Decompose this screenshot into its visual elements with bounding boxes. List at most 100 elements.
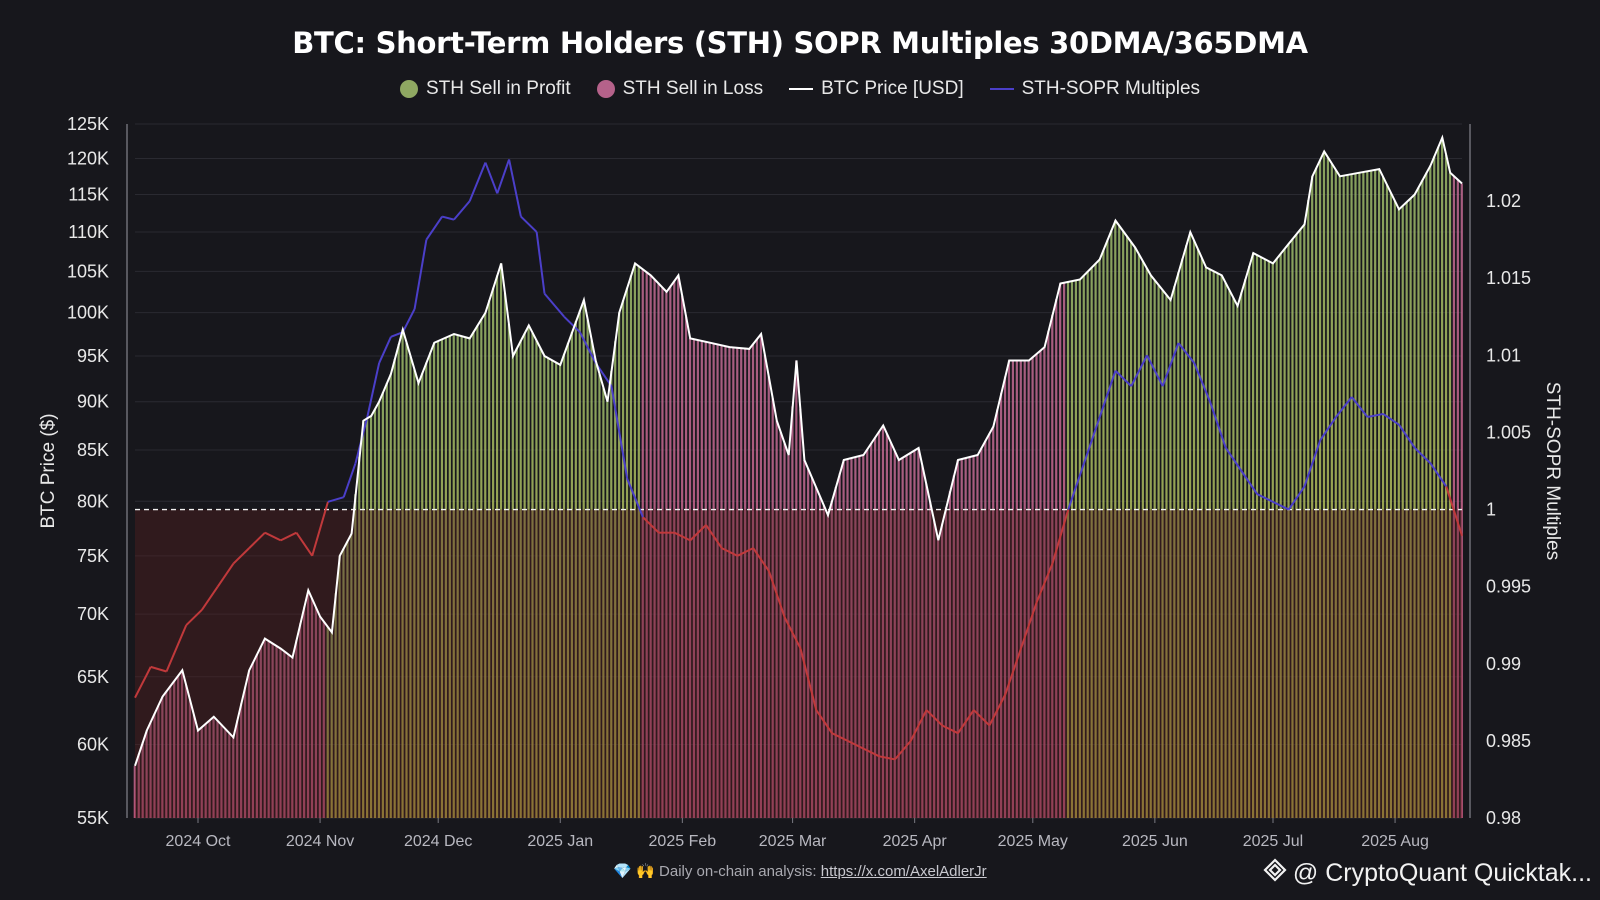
left-tick-label: 70K xyxy=(77,604,109,624)
legend-item-price[interactable]: BTC Price [USD] xyxy=(789,78,964,100)
price-bar xyxy=(385,383,388,818)
price-bar xyxy=(1441,137,1444,819)
price-bar xyxy=(1318,159,1322,818)
legend-item-sopr[interactable]: STH-SOPR Multiples xyxy=(989,78,1201,100)
price-bar xyxy=(1059,283,1062,818)
sopr-line-segment xyxy=(689,524,707,542)
price-bar xyxy=(870,443,873,818)
sopr-line-segment xyxy=(401,308,416,333)
price-bar xyxy=(1035,353,1038,818)
price-bar xyxy=(779,431,782,818)
sopr-line-segment xyxy=(1020,601,1038,649)
x-tick-label: 2024 Nov xyxy=(286,833,355,850)
price-bar xyxy=(1141,261,1144,819)
left-axis-title: BTC Price ($) xyxy=(38,413,59,528)
price-bar xyxy=(1090,267,1093,818)
price-bar xyxy=(862,454,865,818)
price-bar xyxy=(362,420,365,818)
price-bar xyxy=(153,713,156,818)
sopr-line-segment xyxy=(232,547,250,565)
price-bar xyxy=(645,272,648,818)
price-bar xyxy=(208,720,211,818)
right-tick-label: 1.005 xyxy=(1486,422,1531,442)
sopr-line-segment xyxy=(264,531,282,542)
price-bar xyxy=(578,310,581,818)
price-bar xyxy=(956,460,959,818)
price-bar xyxy=(240,703,243,818)
price-bar xyxy=(236,720,239,818)
price-bar xyxy=(1125,236,1129,818)
price-bar xyxy=(555,362,558,818)
price-bar xyxy=(602,387,605,818)
price-bar xyxy=(621,300,625,818)
price-bar xyxy=(759,334,762,818)
left-tick-label: 85K xyxy=(77,440,109,460)
price-bar xyxy=(1334,170,1337,819)
price-bar xyxy=(598,373,601,818)
price-bar xyxy=(913,450,916,818)
legend-item-loss[interactable]: STH Sell in Loss xyxy=(596,78,763,100)
price-bar xyxy=(1188,232,1192,818)
price-bar xyxy=(177,675,180,818)
left-tick-label: 110K xyxy=(68,222,109,242)
price-bar xyxy=(893,451,896,818)
price-bar xyxy=(1358,172,1361,819)
price-bar xyxy=(747,348,751,818)
price-bar xyxy=(1110,230,1113,818)
price-bar xyxy=(1039,350,1042,818)
price-bar xyxy=(1433,156,1436,818)
price-bar xyxy=(503,293,507,818)
sopr-line-segment xyxy=(342,462,357,498)
left-tick-label: 65K xyxy=(77,667,109,687)
x-tick-label: 2024 Oct xyxy=(166,833,231,850)
price-bar xyxy=(436,340,440,818)
price-bar xyxy=(1082,275,1085,818)
price-bar xyxy=(259,646,262,818)
price-bar xyxy=(1389,193,1393,818)
sopr-line-segment xyxy=(737,547,754,557)
x-tick-label: 2025 Aug xyxy=(1361,833,1429,850)
sopr-line-segment xyxy=(1098,370,1117,418)
price-bar xyxy=(275,646,278,818)
right-tick-label: 1.015 xyxy=(1486,268,1531,288)
legend-sopr-label: STH-SOPR Multiples xyxy=(1021,78,1201,99)
sopr-line-segment xyxy=(1335,396,1353,418)
price-bar xyxy=(999,392,1003,818)
price-bar xyxy=(1311,176,1314,818)
price-bar xyxy=(1157,285,1160,818)
price-bar xyxy=(574,321,577,818)
sopr-line-segment xyxy=(1177,342,1196,364)
sopr-line-segment xyxy=(988,694,1007,726)
left-tick-label: 95K xyxy=(77,346,109,366)
price-bar xyxy=(149,721,152,818)
price-bar xyxy=(1019,360,1022,818)
price-bar xyxy=(326,627,329,818)
x-tick-label: 2025 Mar xyxy=(759,833,827,850)
price-bar xyxy=(358,456,361,818)
price-bar xyxy=(169,685,172,818)
price-bar xyxy=(929,502,932,818)
price-bar xyxy=(1149,275,1152,818)
price-bar xyxy=(677,275,680,818)
sopr-line-segment xyxy=(1004,648,1022,695)
price-bar xyxy=(157,704,160,818)
price-bar xyxy=(799,408,802,818)
price-bar xyxy=(881,425,885,818)
sopr-line-segment xyxy=(909,709,928,742)
sopr-line-segment xyxy=(626,478,644,518)
footer-link[interactable]: https://x.com/AxelAdlerJr xyxy=(820,863,987,880)
sopr-line-segment xyxy=(705,524,723,549)
price-bar xyxy=(952,475,955,818)
sopr-line-segment xyxy=(1224,447,1243,472)
price-bar xyxy=(330,632,333,818)
price-bar xyxy=(299,623,302,818)
sopr-line-segment xyxy=(721,547,738,557)
price-bar xyxy=(704,341,707,818)
price-bar xyxy=(1287,243,1290,818)
price-bar xyxy=(456,335,459,818)
legend-item-profit[interactable]: STH Sell in Profit xyxy=(399,78,571,100)
price-bar xyxy=(716,344,719,818)
price-bar xyxy=(1220,275,1223,818)
price-bar xyxy=(267,641,270,818)
price-bar xyxy=(1204,267,1207,818)
